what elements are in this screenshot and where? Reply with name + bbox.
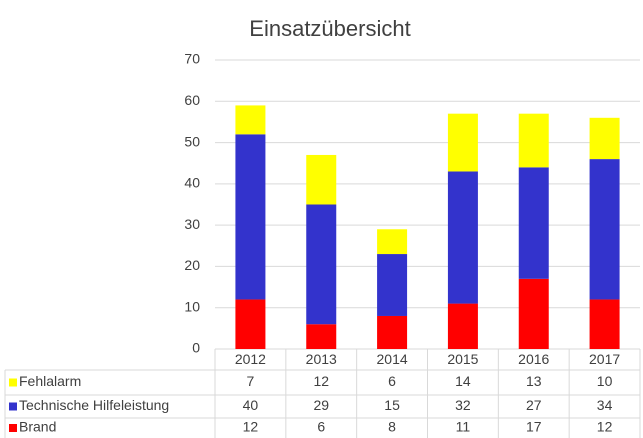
table-cell: 14	[455, 373, 471, 389]
table-cell: 6	[388, 373, 396, 389]
legend-label: Fehlalarm	[19, 373, 81, 389]
table-cell: 34	[597, 397, 613, 413]
bar-segment	[377, 229, 408, 255]
bar-segment	[306, 204, 337, 325]
bar-segment	[377, 315, 408, 349]
bar-segment	[235, 134, 266, 300]
bar-segment	[306, 154, 337, 205]
table-cell: 6	[317, 419, 325, 435]
table-cell: 40	[243, 397, 259, 413]
bar-segment	[589, 159, 620, 300]
x-tick-label: 2012	[235, 351, 266, 367]
y-tick-label: 0	[192, 340, 200, 356]
bar-segment	[377, 254, 408, 316]
bar-segment	[447, 171, 478, 304]
bar-segment	[589, 117, 620, 160]
bar-segment	[518, 113, 549, 168]
table-cell: 12	[313, 373, 329, 389]
bar-segment	[235, 105, 266, 135]
x-tick-label: 2013	[306, 351, 337, 367]
legend-marker	[9, 424, 17, 432]
table-cell: 7	[247, 373, 255, 389]
y-tick-label: 10	[184, 298, 200, 314]
bar-segment	[235, 299, 266, 349]
table-cell: 12	[597, 419, 613, 435]
y-tick-label: 70	[184, 51, 200, 67]
x-tick-label: 2016	[518, 351, 549, 367]
table-cell: 32	[455, 397, 471, 413]
table-cell: 10	[597, 373, 613, 389]
x-tick-label: 2015	[447, 351, 478, 367]
table-cell: 13	[526, 373, 542, 389]
legend-label: Brand	[19, 419, 56, 435]
y-tick-label: 30	[184, 216, 200, 232]
table-cell: 17	[526, 419, 542, 435]
table-cell: 8	[388, 419, 396, 435]
bar-segment	[518, 167, 549, 279]
x-tick-label: 2017	[589, 351, 620, 367]
table-cell: 12	[243, 419, 259, 435]
bar-segment	[447, 113, 478, 172]
bar-segment	[306, 324, 337, 349]
y-tick-label: 40	[184, 175, 200, 191]
legend-marker	[9, 402, 17, 411]
table-cell: 15	[384, 397, 400, 413]
table-cell: 27	[526, 397, 542, 413]
bar-segment	[589, 299, 620, 349]
legend-label: Technische Hilfeleistung	[19, 397, 169, 413]
table-cell: 29	[313, 397, 329, 413]
x-tick-label: 2014	[377, 351, 408, 367]
y-tick-label: 20	[184, 257, 200, 273]
chart-title: Einsatzübersicht	[249, 16, 410, 41]
bar-segment	[447, 303, 478, 349]
y-tick-label: 50	[184, 133, 200, 149]
y-tick-label: 60	[184, 92, 200, 108]
legend-marker	[9, 378, 17, 387]
bar-segment	[518, 278, 549, 349]
table-cell: 11	[456, 419, 471, 435]
